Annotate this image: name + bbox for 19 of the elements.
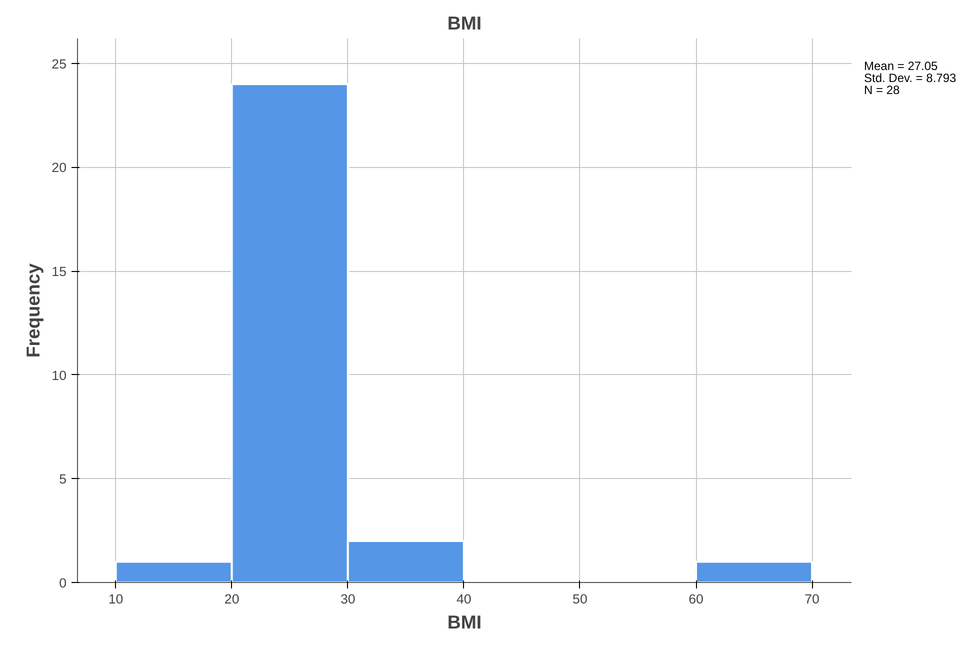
- x-tick-label: 40: [456, 592, 472, 606]
- x-tick-label: 60: [688, 592, 704, 606]
- y-tick-label: 0: [59, 576, 67, 590]
- chart-title: BMI: [447, 12, 482, 34]
- y-tick-label: 20: [52, 160, 67, 176]
- x-axis-title: BMI: [447, 612, 482, 632]
- text: N = 28: [864, 83, 900, 97]
- x-tick-label: 50: [572, 592, 588, 606]
- x-tick-label: 70: [804, 592, 820, 606]
- y-tick-label: 25: [52, 56, 67, 72]
- text: Std. Dev. = 8.793: [864, 71, 956, 85]
- text: Mean = 27.05: [864, 59, 938, 73]
- y-tick-label: 5: [59, 472, 67, 487]
- x-tick-label: 10: [108, 592, 124, 606]
- y-tick-label: 15: [52, 264, 67, 280]
- y-tick-label: 10: [52, 368, 67, 383]
- x-tick-label: 30: [340, 592, 356, 606]
- x-tick-label: 20: [224, 592, 240, 606]
- y-axis-title: Frequency: [22, 262, 44, 358]
